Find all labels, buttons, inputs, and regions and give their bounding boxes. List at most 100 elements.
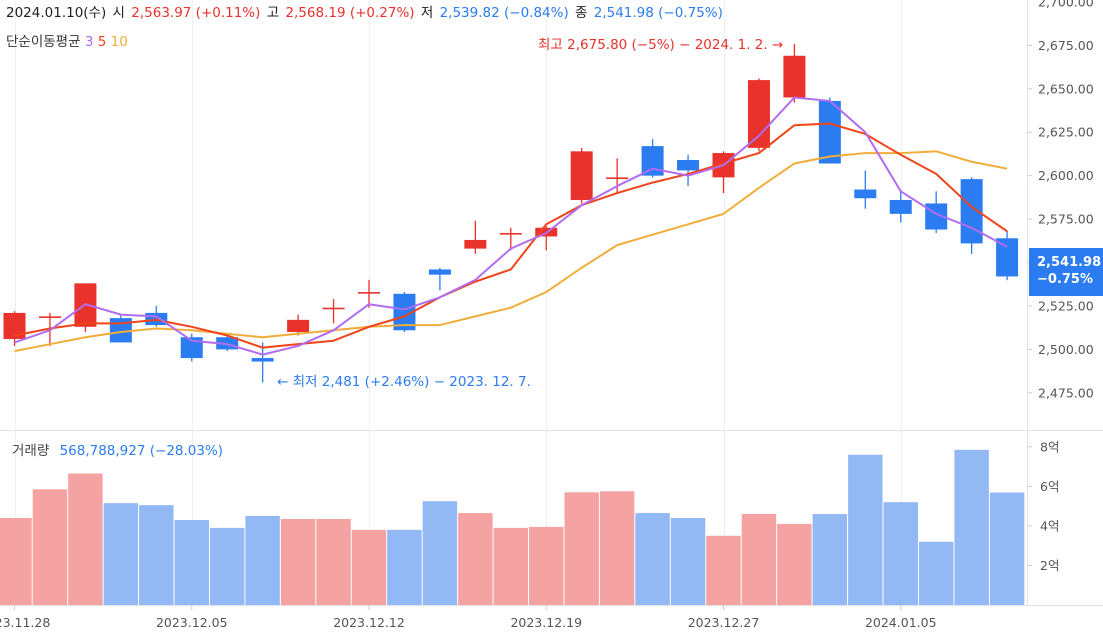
time-tick-label: 2023.11.28 [0,615,50,630]
candle-body [818,100,841,164]
close-value: 2,541.98 (−0.75%) [593,5,723,21]
volume-bar [706,535,741,605]
volume-bar [245,516,280,605]
grid-lines [0,0,1103,606]
time-tick-label: 2023.12.12 [333,615,405,630]
ma-period-5: 5 [97,34,107,50]
candle-body [499,232,522,235]
low-label: 저 [420,5,434,21]
current-price-value: 2,541.98 [1037,255,1102,270]
ma-period-3: 3 [84,34,94,50]
volume-bar [68,473,103,605]
price-tick-label: 2,625.00 [1038,125,1094,140]
open-value: 2,563.97 (+0.11%) [131,5,261,21]
ma-label: 단순이동평균 [6,34,81,50]
volume-bar [529,526,564,605]
volume-legend: 거래량 568,788,927 (−28.03%) [12,439,223,459]
high-value: 2,568.19 (+0.27%) [285,5,415,21]
volume-bar [351,529,387,605]
candle-body [996,238,1019,277]
price-tick-label: 2,600.00 [1038,168,1094,183]
volume-bar [599,491,635,605]
candle-body [287,319,310,333]
price-tick-label: 2,675.00 [1038,38,1094,53]
volume-bar [458,513,493,605]
volume-bar [387,529,422,605]
volume-bar [670,518,706,605]
volume-bar [316,518,351,605]
time-tick-label: 2023.12.05 [156,615,228,630]
candle-body [747,80,770,148]
volume-bar [777,523,812,605]
candle-body [3,312,26,339]
open-label: 시 [112,5,125,21]
candle-body [251,358,274,362]
high-label: 고 [266,5,280,21]
volume-bar [848,454,883,605]
volume-tick-label: 8억 [1040,439,1059,454]
candle-body [960,179,983,244]
candle-body [570,151,593,200]
candle-body [428,269,451,275]
ma-period-10: 10 [110,34,128,50]
volume-bar [209,527,245,605]
volume-tick-label: 4억 [1040,518,1059,533]
volume-bar [0,518,32,605]
current-price-badge: 2,541.98 −0.75% [1029,248,1103,296]
price-tick-label: 2,525.00 [1038,298,1094,313]
candlesticks [3,43,1019,383]
time-tick-label: 2023.12.19 [510,615,582,630]
time-tick-label: 2024.01.05 [865,615,937,630]
high-annotation: 최고 2,675.80 (−5%) − 2024. 1. 2. → [538,37,784,53]
volume-bar [989,492,1025,605]
volume-bar [422,501,458,605]
candle-body [393,293,416,331]
volume-bar [174,519,209,605]
candle-body [854,189,877,199]
ohlc-header: 2024.01.10(수) 시 2,563.97 (+0.11%) 고 2,56… [6,1,725,21]
time-tick-label: 2023.12.27 [688,615,760,630]
volume-bar [741,514,777,605]
low-annotation: ← 최저 2,481 (+2.46%) − 2023. 12. 7. [277,374,531,390]
volume-label: 거래량 [12,443,50,459]
ma10-line [14,150,1008,353]
volume-tick-label: 6억 [1040,479,1059,494]
candle-body [641,146,664,176]
candle-body [783,55,806,98]
price-tick-label: 2,475.00 [1038,385,1094,400]
volume-bar [883,502,918,605]
volume-bar [954,449,989,605]
volume-bar [564,492,599,605]
candle-body [889,199,912,214]
volume-bar [103,503,139,605]
volume-value: 568,788,927 (−28.03%) [59,443,224,459]
low-value: 2,539.82 (−0.84%) [439,5,569,21]
candle-body [38,316,61,318]
price-tick-label: 2,650.00 [1038,81,1094,96]
volume-bars [0,449,1025,605]
price-tick-label: 2,700.00 [1038,0,1094,9]
volume-bar [918,541,954,605]
moving-average-lines [14,96,1008,356]
candle-body [464,239,487,249]
candle-body [358,292,380,294]
volume-bar [32,489,68,605]
volume-bar [139,505,174,605]
volume-bar [635,513,670,605]
close-label: 종 [575,5,588,21]
volume-bar [812,514,848,605]
volume-tick-label: 2억 [1040,558,1059,573]
ma3-line [14,96,1008,356]
price-tick-label: 2,575.00 [1038,212,1094,227]
candle-body [606,177,629,179]
ma5-line [14,122,1008,349]
volume-bar [280,518,316,605]
current-price-change: −0.75% [1037,272,1093,287]
moving-average-legend[interactable]: 단순이동평균 3 5 10 [6,30,128,50]
candle-body [322,307,345,310]
price-tick-label: 2,500.00 [1038,342,1094,357]
volume-bar [493,527,529,605]
candle-body [180,337,203,359]
header-date: 2024.01.10(수) [6,5,107,21]
